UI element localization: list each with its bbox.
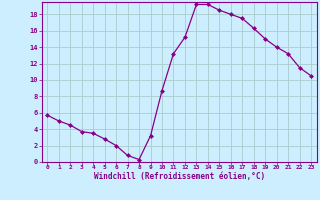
X-axis label: Windchill (Refroidissement éolien,°C): Windchill (Refroidissement éolien,°C) bbox=[94, 172, 265, 181]
